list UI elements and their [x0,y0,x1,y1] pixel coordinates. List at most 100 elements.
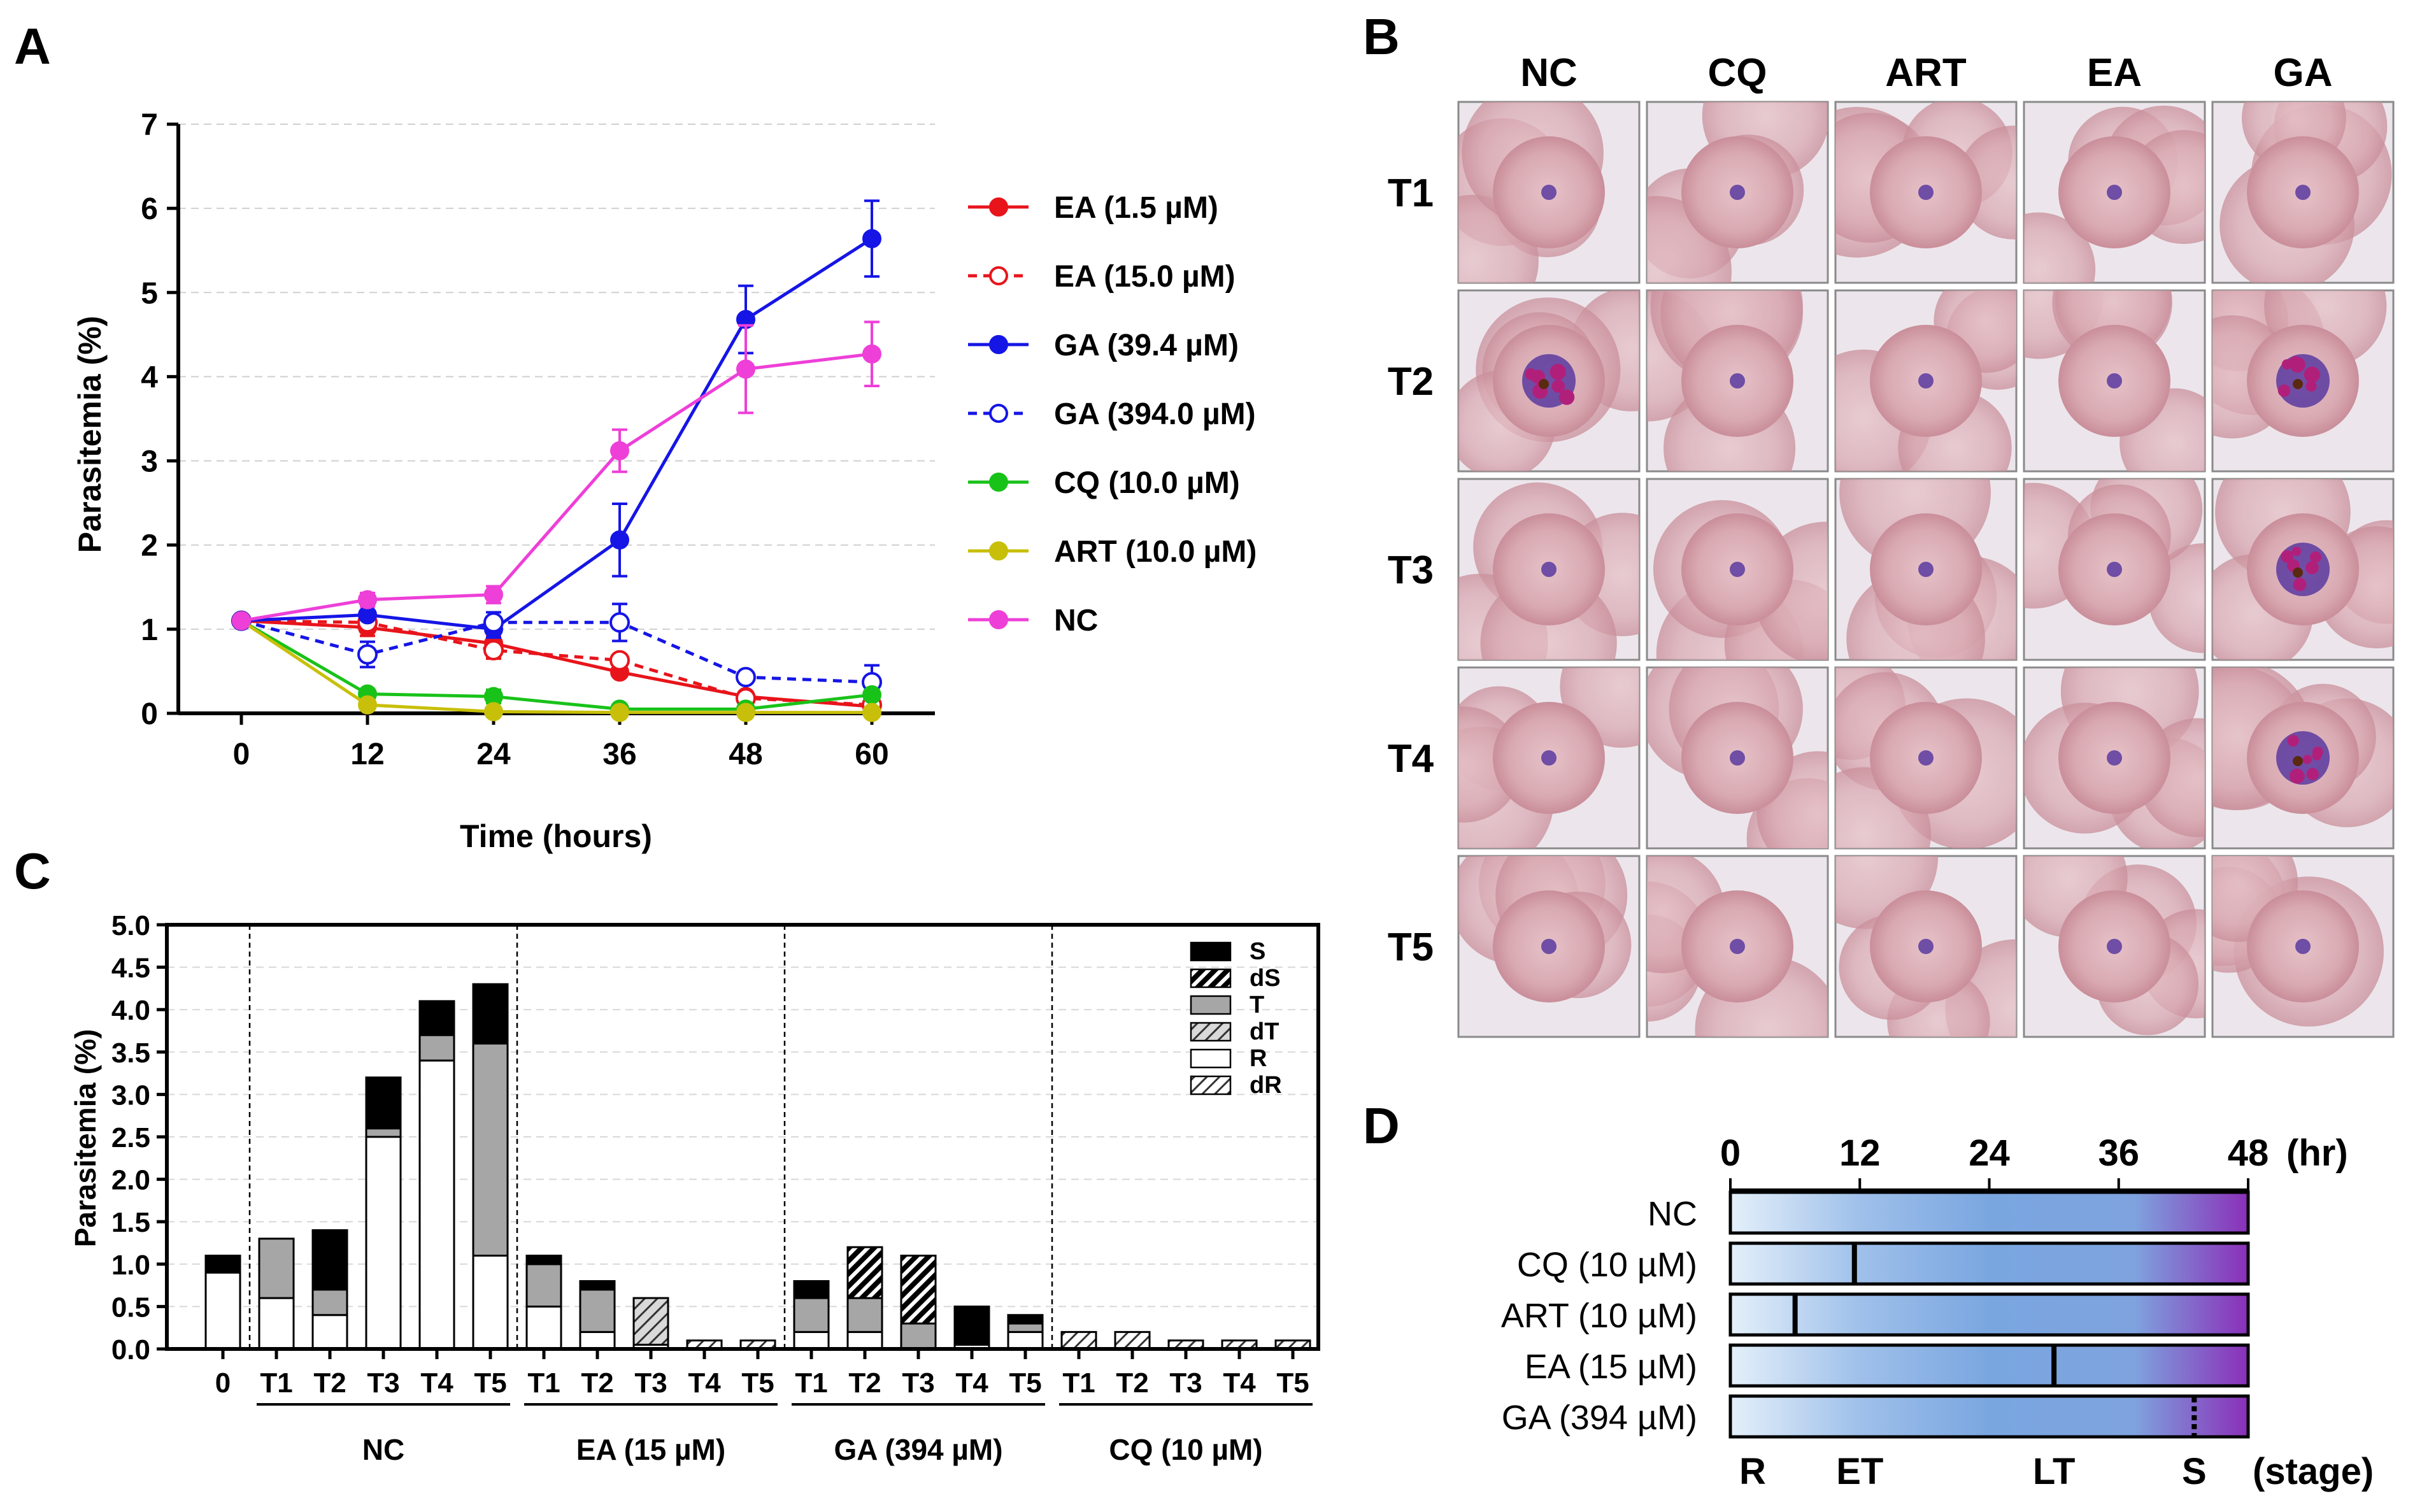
bar-segment [418,1059,455,1350]
y-tick-label: 2 [141,529,158,563]
data-point [736,359,755,379]
panel-a-label: A [14,18,51,75]
plot-frame [165,923,1320,1351]
tile-content [1653,500,1828,660]
legend-marker [989,541,1008,560]
x-tick-label: T2 [313,1367,346,1399]
parasite [2295,939,2311,954]
legend-label: dR [1250,1072,1282,1099]
parasite-nucleus [1549,364,1566,380]
y-tick-label: 5 [141,276,158,310]
x-tick-label: 0 [233,738,250,771]
micrograph-tile [1834,101,2018,284]
parasite [1541,185,1557,200]
x-tick-label: T1 [260,1367,292,1399]
legend-swatch [1190,968,1232,988]
tile-content [2212,479,2393,660]
legend-marker [989,335,1008,354]
bar-segment [1007,1322,1044,1333]
row-label: ART (10 µM) [1501,1297,1697,1335]
parasite [2107,373,2122,389]
row-label: CQ (10 µM) [1517,1246,1697,1284]
micrograph-tile [2023,666,2206,850]
stage-bar [1728,1394,2250,1439]
data-point [609,612,630,633]
stage-bar [1728,1241,2250,1286]
legend-marker [989,473,1008,492]
time-tick-label: 0 [1720,1132,1741,1174]
bar-segment [418,1034,455,1062]
bars-group [204,983,1311,1350]
data-point [862,344,881,364]
legend-label: CQ (10.0 µM) [1054,466,1240,500]
parasite [1541,939,1557,954]
parasite [2107,939,2122,954]
bar-segment [204,1271,241,1350]
panel-c-label: C [14,843,51,899]
parasite-nucleus [1558,389,1575,405]
time-tick-label: 24 [1969,1132,2010,1174]
series-line [241,352,873,623]
data-point [358,695,377,715]
bar-segment [793,1297,830,1333]
parasite-nucleus [2305,561,2319,574]
parasite-nucleus [2304,366,2320,383]
column-header: GA [2274,51,2333,95]
parasite [1918,185,1934,200]
bar-segment [418,1000,455,1036]
series-line [241,619,873,684]
x-tick-label: T5 [1276,1367,1309,1399]
y-tick-label: 0 [141,697,158,731]
bar-segment [579,1330,616,1350]
micrograph-tile [2023,855,2206,1038]
micrograph-tile [2211,855,2395,1038]
row-label: NC [1648,1195,1697,1233]
parasite [2295,185,2311,200]
legend-label: GA (394.0 µM) [1054,397,1256,431]
tile-content [1647,102,1828,283]
row-label: EA (15 µM) [1525,1348,1697,1386]
micrograph-tile [1457,101,1641,284]
y-axis-title: Parasitemia (%) [72,316,108,553]
row-header: T3 [1388,548,1434,592]
row-header: T2 [1388,360,1434,404]
bar-segment [900,1322,937,1350]
series-line [241,237,873,631]
micrograph-grid: NC CQ ART EA GA T1 T2 T3 T4 T5 [1388,51,2395,1038]
tile-content [1835,667,2016,848]
parasite [1730,373,1745,389]
micrograph-tile [2211,666,2395,850]
data-point [610,530,629,550]
bar-segment [1007,1314,1044,1325]
micrograph-tile [1646,855,1829,1038]
micrograph-tile [1457,478,1641,661]
micrograph-tile [2023,478,2206,661]
series-6 [232,320,881,631]
y-tick-label: 4 [141,360,158,394]
gridlines [167,925,1318,1349]
x-tick-label: T3 [634,1367,667,1399]
parasite-nucleus [2302,755,2312,764]
bar-segment [365,1127,402,1138]
tile-content [1458,856,1632,1002]
tile-content [1835,290,2016,471]
gridlines [178,124,935,630]
y-tick-label: 0.5 [111,1292,150,1323]
micrograph-tile [2211,478,2395,661]
parasite [1918,562,1934,577]
legend-marker [989,404,1008,423]
legend-label: dS [1250,965,1281,992]
x-axis-title: Time (hours) [460,818,652,854]
y-tick-label: 0.0 [111,1334,150,1366]
micrograph-tile [1834,478,2018,661]
series-line [240,619,872,715]
parasite [1918,939,1934,954]
group-label: NC [362,1433,404,1466]
tile-content [2024,290,2205,471]
tile-content [2024,479,2205,653]
legend-label: T [1250,992,1264,1018]
data-point [357,644,378,665]
tile-content [1647,856,1828,1037]
x-tick-label: 60 [855,738,888,771]
